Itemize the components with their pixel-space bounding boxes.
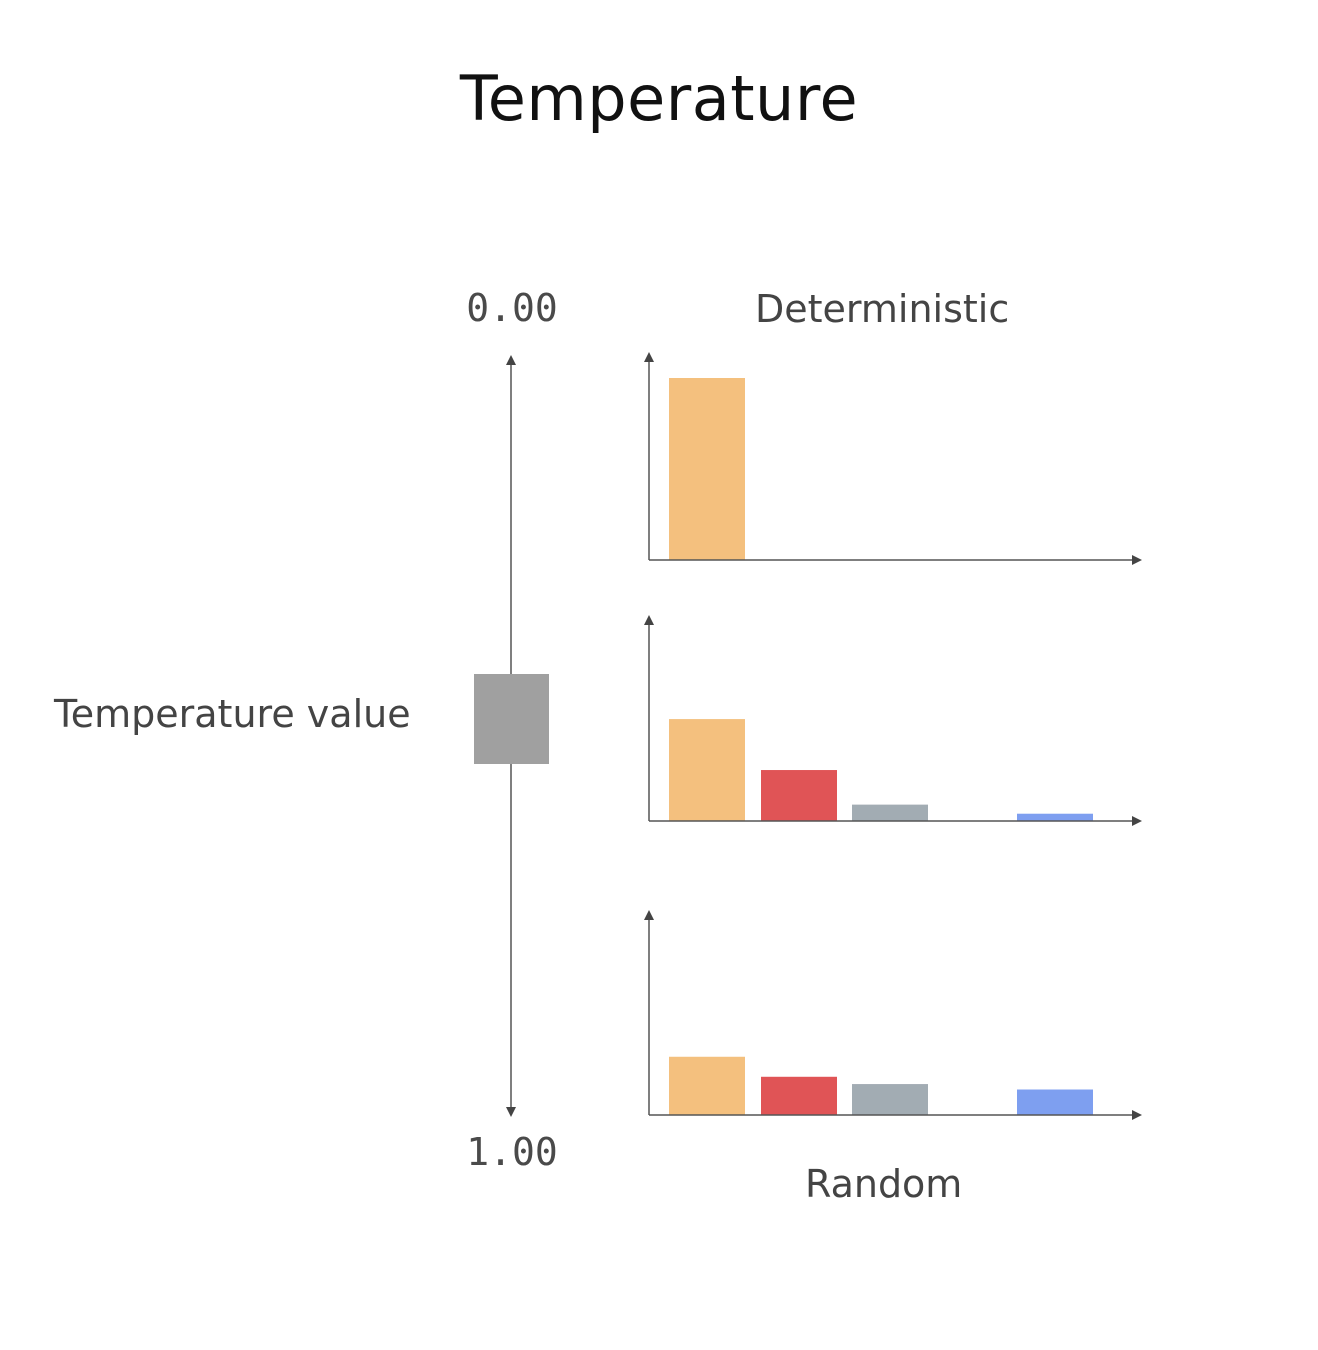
bar [761, 770, 837, 821]
temperature-max-label: 1.00 [466, 1130, 558, 1174]
slider-handle [474, 674, 549, 764]
bar [669, 378, 745, 560]
bar [852, 1084, 928, 1115]
chart-2 [644, 615, 1142, 826]
probability-charts [644, 352, 1142, 1120]
diagram-title: Temperature [459, 62, 859, 135]
chart-1 [644, 352, 1142, 565]
bar [669, 1056, 745, 1115]
bar [852, 804, 928, 821]
temperature-slider[interactable] [474, 355, 549, 1117]
deterministic-caption: Deterministic [755, 287, 1010, 331]
bar [1017, 1089, 1093, 1115]
temperature-value-label: Temperature value [54, 692, 411, 736]
bar [1017, 813, 1093, 821]
chart-3 [644, 910, 1142, 1120]
bar [669, 719, 745, 821]
random-caption: Random [805, 1162, 963, 1206]
bar [761, 1076, 837, 1115]
temperature-min-label: 0.00 [466, 286, 558, 330]
